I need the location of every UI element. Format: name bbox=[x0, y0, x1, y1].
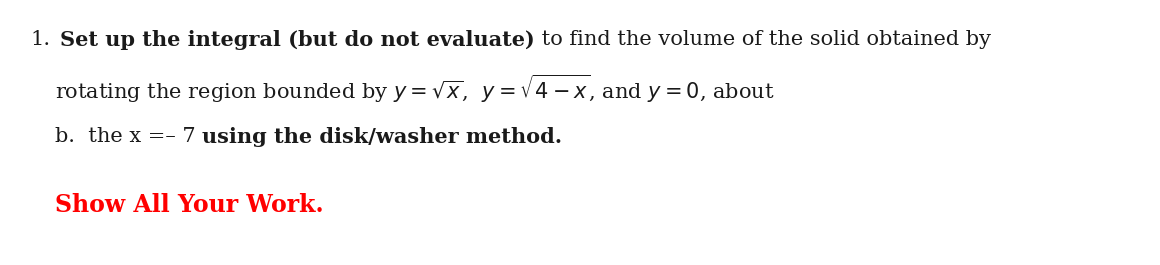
Text: b.  the x =– 7: b. the x =– 7 bbox=[55, 127, 202, 146]
Text: Show All Your Work.: Show All Your Work. bbox=[55, 193, 324, 217]
Text: to find the volume of the solid obtained by: to find the volume of the solid obtained… bbox=[535, 30, 991, 49]
Text: Set up the integral (but do not evaluate): Set up the integral (but do not evaluate… bbox=[60, 30, 535, 50]
Text: rotating the region bounded by $y=\sqrt{x}$,  $y=\sqrt{4-x}$, and $y=0$, about: rotating the region bounded by $y=\sqrt{… bbox=[55, 73, 775, 105]
Text: using the disk/washer method.: using the disk/washer method. bbox=[202, 127, 563, 147]
Text: 1.: 1. bbox=[30, 30, 50, 49]
